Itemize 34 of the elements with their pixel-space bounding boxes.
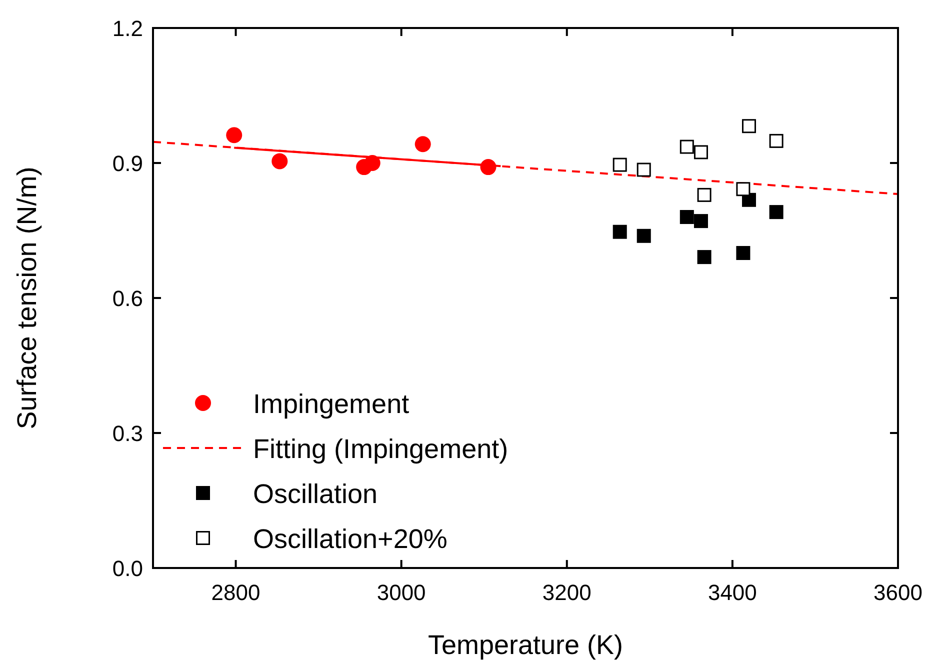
point	[694, 145, 708, 160]
x-axis-title: Temperature (K)	[428, 630, 624, 660]
y-axis-title: Surface tension (N/m)	[12, 166, 42, 430]
x-tick-label: 2800	[211, 580, 260, 605]
y-tick-label: 1.2	[112, 16, 143, 41]
point	[769, 205, 784, 220]
y-tick-label: 0.0	[112, 556, 143, 581]
y-tick-label: 0.3	[112, 421, 143, 446]
point	[636, 228, 651, 243]
legend-label: Impingement	[253, 389, 410, 419]
point	[226, 127, 242, 144]
legend-label: Oscillation	[253, 479, 378, 509]
point	[697, 188, 712, 202]
point	[636, 162, 651, 177]
x-tick-label: 3000	[376, 580, 426, 605]
y-tick-label: 0.6	[112, 286, 143, 311]
x-tick-label: 3200	[542, 580, 592, 605]
point	[742, 119, 756, 134]
point	[769, 134, 784, 148]
point	[612, 224, 627, 239]
point	[612, 158, 627, 172]
point	[736, 246, 750, 260]
point	[414, 136, 431, 152]
legend-label: Oscillation+20%	[253, 524, 448, 554]
point	[680, 210, 694, 224]
point	[697, 250, 712, 264]
point	[272, 153, 288, 170]
point	[680, 140, 694, 154]
point	[694, 214, 708, 228]
point	[736, 182, 750, 196]
legend-label: Fitting (Impingement)	[253, 434, 508, 464]
y-tick-label: 0.9	[112, 151, 143, 176]
x-tick-label: 3400	[708, 580, 757, 605]
x-tick-label: 3600	[874, 580, 922, 605]
